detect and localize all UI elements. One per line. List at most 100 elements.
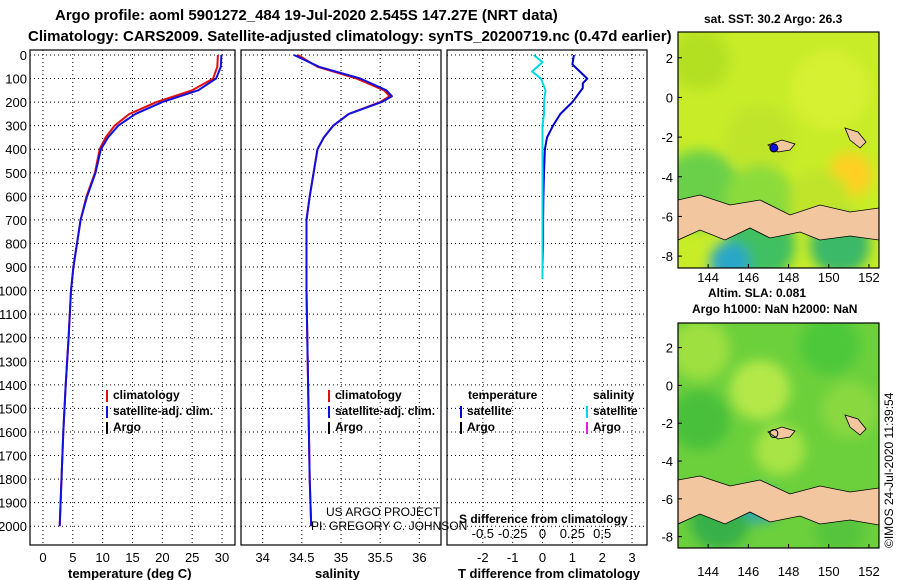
y-tick-label: 700	[5, 213, 27, 228]
figure-title-line-1: Argo profile: aoml 5901272_484 19-Jul-20…	[55, 7, 558, 24]
difference-top-x-label: S difference from climatology	[459, 512, 628, 526]
axis-ticks: 0100200300400500600700800900100011001200…	[0, 48, 636, 565]
x-tick-label: 35	[334, 550, 348, 565]
legend-label-climatology: climatology	[335, 388, 402, 402]
map-x-tick-label: 152	[858, 270, 880, 285]
y-tick-label: 900	[5, 260, 27, 275]
map-y-tick-label: 2	[666, 341, 673, 356]
island-land	[844, 127, 867, 149]
x-tick-label: 25	[185, 550, 199, 565]
profile-lines	[58, 54, 589, 527]
series-line-s-satellite	[531, 54, 547, 279]
y-tick-label: 200	[5, 95, 27, 110]
x-tick-label: 5	[69, 550, 76, 565]
x-tick-label: 3	[628, 550, 635, 565]
difference-x-label: T difference from climatology	[458, 566, 641, 580]
map-y-tick-label: -8	[661, 530, 673, 545]
top-x-tick-label: -0.5	[472, 526, 494, 541]
top-x-tick-label: 0.5	[593, 526, 611, 541]
pi-credit: PI: GREGORY C. JOHNSON	[311, 519, 467, 533]
legend-label-satellite: satellite-adj. clim.	[335, 404, 435, 418]
y-tick-label: 500	[5, 166, 27, 181]
map-x-tick-label: 144	[697, 564, 719, 579]
map-y-tick-label: -2	[661, 130, 673, 145]
sla-readout: Altim. SLA: 0.081	[708, 286, 806, 300]
x-tick-label: 20	[155, 550, 169, 565]
map-x-tick-label: 150	[818, 270, 840, 285]
x-tick-label: -1	[507, 550, 519, 565]
map-y-tick-label: 0	[666, 378, 673, 393]
salinity-legend: climatology satellite-adj. clim. Argo	[328, 388, 435, 434]
map-y-tick-label: 0	[666, 90, 673, 105]
top-x-tick-label: 0.25	[560, 526, 585, 541]
map-y-tick-label: -6	[661, 209, 673, 224]
map-x-tick-label: 148	[778, 270, 800, 285]
y-tick-label: 100	[5, 72, 27, 87]
map-y-tick-label: -2	[661, 416, 673, 431]
map-y-tick-label: 2	[666, 51, 673, 66]
y-tick-label: 1700	[0, 449, 27, 464]
x-tick-label: 36	[412, 550, 426, 565]
y-tick-label: 1600	[0, 425, 27, 440]
y-tick-label: 300	[5, 119, 27, 134]
y-tick-label: 1800	[0, 472, 27, 487]
y-tick-label: 1300	[0, 354, 27, 369]
map-x-tick-label: 152	[858, 564, 880, 579]
x-tick-label: 2	[599, 550, 606, 565]
map-x-tick-label: 146	[737, 270, 759, 285]
series-line-satellite-adj-clim-	[58, 54, 223, 527]
difference-legend: temperature salinity satellite Argo sate…	[460, 388, 638, 434]
sla-map-frame	[677, 322, 880, 549]
figure-title-line-2: Climatology: CARS2009. Satellite-adjuste…	[28, 28, 672, 45]
y-tick-label: 1900	[0, 496, 27, 511]
y-tick-label: 1100	[0, 307, 27, 322]
legend-label-t-argo: Argo	[467, 420, 495, 434]
x-tick-label: 1	[569, 550, 576, 565]
x-tick-label: 35.5	[368, 550, 393, 565]
legend-label-argo: Argo	[113, 420, 141, 434]
y-tick-label: 1000	[0, 284, 27, 299]
map-y-tick-label: -4	[661, 454, 673, 469]
y-tick-label: 1400	[0, 378, 27, 393]
y-tick-label: 1200	[0, 331, 27, 346]
map-y-tick-label: -6	[661, 492, 673, 507]
legend-label-t-satellite: satellite	[467, 404, 512, 418]
legend-label-s-satellite: satellite	[593, 404, 638, 418]
sst-map-frame	[677, 31, 880, 269]
salinity-x-label: salinity	[315, 566, 361, 580]
legend-label-s-argo: Argo	[593, 420, 621, 434]
map-axis-ticks: 144 146 148 150 152 2 0 -2 -4 -6 -8 144 146 148 150 152…	[661, 51, 879, 579]
x-tick-label: 34.5	[289, 550, 314, 565]
legend-label-satellite: satellite-adj. clim.	[113, 404, 213, 418]
argo-float-marker	[769, 143, 779, 153]
y-tick-label: 800	[5, 236, 27, 251]
map-y-tick-label: -8	[661, 249, 673, 264]
sla-map-image	[678, 323, 879, 548]
map-x-tick-label: 148	[778, 564, 800, 579]
y-tick-label: 600	[5, 189, 27, 204]
sla-map-title: Argo h1000: NaN h2000: NaN	[692, 302, 857, 316]
x-tick-label: 34	[255, 550, 269, 565]
y-tick-label: 1500	[0, 401, 27, 416]
x-tick-label: 10	[95, 550, 109, 565]
y-tick-label: 2000	[0, 519, 27, 534]
y-tick-label: 0	[20, 48, 27, 63]
map-x-tick-label: 144	[697, 270, 719, 285]
project-credit: US ARGO PROJECT	[326, 505, 441, 519]
island-land	[844, 414, 867, 436]
difference-panel-frame	[446, 49, 648, 546]
x-tick-label: 0	[539, 550, 546, 565]
temperature-x-label: temperature (deg C)	[68, 566, 192, 580]
imos-timestamp: ©IMOS 24-Jul-2020 11:39:54	[882, 392, 896, 548]
sst-map-image	[678, 32, 879, 268]
series-line-satellite-adj-clim-	[293, 54, 393, 527]
legend-title-salinity: salinity	[593, 388, 635, 402]
top-x-tick-label: -0.25	[498, 526, 528, 541]
new-guinea-land	[678, 475, 879, 526]
map-x-tick-label: 146	[737, 564, 759, 579]
top-x-tick-label: 0	[539, 526, 546, 541]
map-x-tick-label: 150	[818, 564, 840, 579]
x-tick-label: 0	[39, 550, 46, 565]
legend-title-temperature: temperature	[468, 388, 538, 402]
